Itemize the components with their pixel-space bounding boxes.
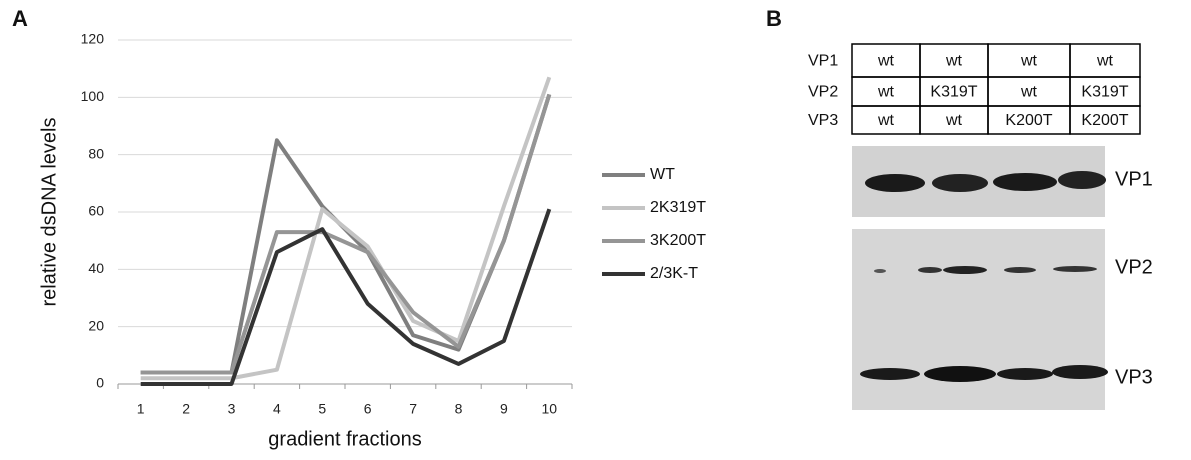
y-tick-label: 40 bbox=[88, 260, 104, 276]
row-label: VP2 bbox=[808, 84, 838, 101]
legend-label: 2/3K-T bbox=[650, 265, 698, 282]
cell-text: wt bbox=[877, 53, 895, 70]
y-tick-label: 120 bbox=[81, 31, 105, 47]
y-tick-label: 20 bbox=[88, 317, 104, 333]
blot-label: VP3 bbox=[1115, 366, 1153, 388]
figure: A B gradient fractions relative dsDNA le… bbox=[0, 0, 1191, 460]
x-tick-label: 10 bbox=[542, 401, 558, 417]
y-tick-label: 100 bbox=[81, 88, 105, 104]
x-tick-label: 3 bbox=[228, 401, 236, 417]
cell-text: K200T bbox=[1005, 112, 1052, 129]
row-label: VP1 bbox=[808, 53, 838, 70]
legend-label: 3K200T bbox=[650, 232, 706, 249]
cell-text: wt bbox=[945, 53, 963, 70]
y-tick-label: 60 bbox=[88, 203, 104, 219]
western-blot bbox=[852, 146, 1108, 410]
y-tick-label: 0 bbox=[96, 375, 104, 391]
x-tick-label: 2 bbox=[182, 401, 190, 417]
legend-label: 2K319T bbox=[650, 199, 706, 216]
x-axis-label: gradient fractions bbox=[268, 428, 421, 450]
cell-text: wt bbox=[1020, 53, 1038, 70]
series-line bbox=[141, 209, 550, 384]
cell-text: K319T bbox=[1081, 84, 1128, 101]
cell-text: K200T bbox=[1081, 112, 1128, 129]
x-tick-label: 6 bbox=[364, 401, 372, 417]
x-tick-label: 5 bbox=[318, 401, 326, 417]
blot-label: VP1 bbox=[1115, 168, 1153, 190]
cell-text: wt bbox=[1020, 84, 1038, 101]
y-axis-label: relative dsDNA levels bbox=[38, 118, 60, 307]
series-line bbox=[141, 94, 550, 372]
cell-text: K319T bbox=[930, 84, 977, 101]
series-line bbox=[141, 94, 550, 372]
cell-text: wt bbox=[945, 112, 963, 129]
panel-label: A bbox=[12, 6, 28, 31]
x-tick-label: 8 bbox=[455, 401, 463, 417]
cell-text: wt bbox=[877, 112, 895, 129]
panel-label: B bbox=[766, 6, 782, 31]
x-tick-label: 4 bbox=[273, 401, 281, 417]
x-tick-label: 7 bbox=[409, 401, 417, 417]
y-tick-label: 80 bbox=[88, 145, 104, 161]
x-tick-label: 1 bbox=[137, 401, 145, 417]
legend-label: WT bbox=[650, 166, 675, 183]
blot-label: VP2 bbox=[1115, 256, 1153, 278]
row-label: VP3 bbox=[808, 112, 838, 129]
cell-text: wt bbox=[877, 84, 895, 101]
cell-text: wt bbox=[1096, 53, 1114, 70]
series-line bbox=[141, 77, 550, 378]
x-tick-label: 9 bbox=[500, 401, 508, 417]
